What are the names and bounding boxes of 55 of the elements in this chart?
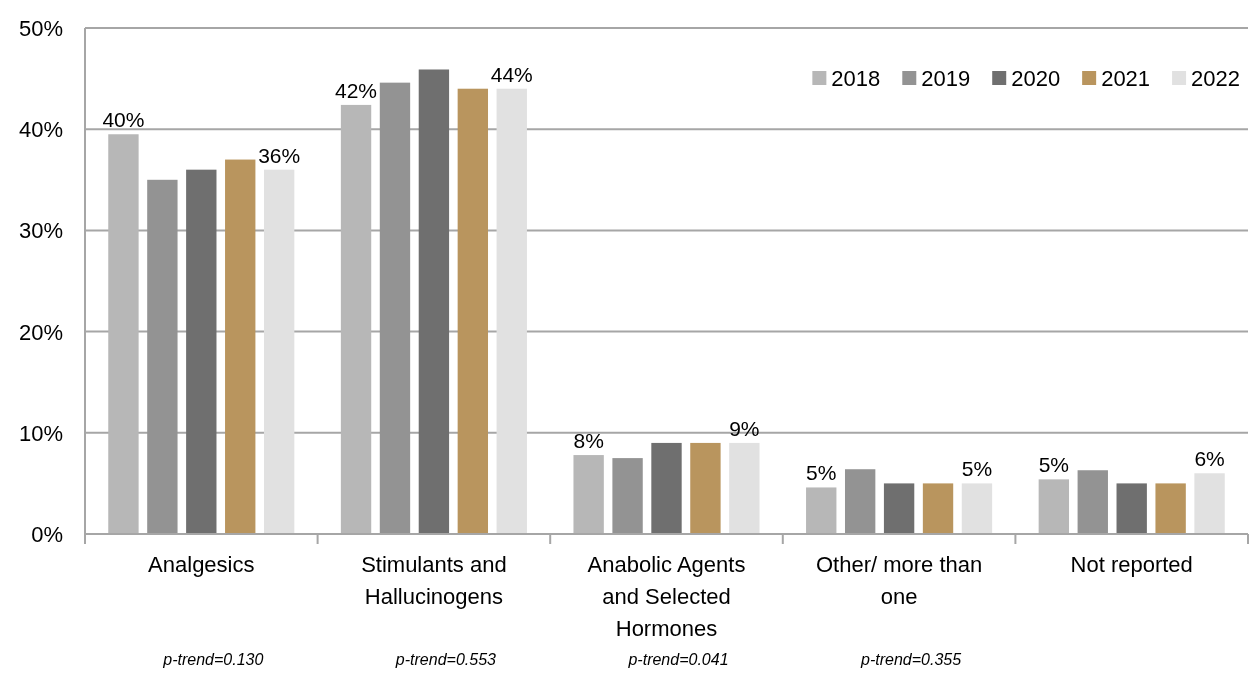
legend-label: 2019 <box>921 65 971 91</box>
bar <box>379 82 411 534</box>
bar <box>457 88 489 534</box>
data-label: 5% <box>806 461 837 485</box>
bar <box>573 455 604 534</box>
text: p-trend=0.355 <box>860 651 962 668</box>
bar <box>1194 473 1225 534</box>
text: p-trend=0.041 <box>627 651 729 668</box>
bar <box>186 169 217 534</box>
x-tick-label: Analgesics <box>148 552 255 577</box>
bar <box>961 483 993 534</box>
legend-label: 2021 <box>1101 65 1151 91</box>
bar <box>883 483 915 534</box>
y-tick-label: 30% <box>18 218 63 244</box>
bar <box>1116 483 1147 534</box>
y-tick-label: 0% <box>31 521 63 547</box>
y-tick-label: 20% <box>18 319 63 345</box>
bar <box>844 469 876 534</box>
y-tick-label: 10% <box>18 420 63 446</box>
bar <box>340 104 372 534</box>
bar <box>612 458 643 534</box>
bar <box>263 169 295 534</box>
data-label: 40% <box>102 108 145 132</box>
x-tick-label: Anabolic Agents and Selected Hormones <box>587 552 746 641</box>
bar <box>1077 470 1108 534</box>
bar <box>225 159 256 534</box>
bar <box>690 442 721 534</box>
bar <box>651 442 682 534</box>
bar <box>418 69 450 534</box>
x-tick-label: Other/ more than one <box>815 552 983 609</box>
data-label: 5% <box>961 457 993 481</box>
bar <box>806 487 837 534</box>
bar <box>1155 483 1186 534</box>
legend-label: 2018 <box>831 65 881 91</box>
bar <box>496 88 527 534</box>
bar <box>922 483 954 534</box>
y-tick-label: 40% <box>18 117 63 143</box>
data-label: 44% <box>490 62 533 86</box>
data-label: 8% <box>573 429 604 453</box>
data-label: 6% <box>1194 447 1225 471</box>
bar <box>1038 479 1070 534</box>
data-label: 9% <box>729 416 760 440</box>
bar <box>108 134 139 534</box>
data-label: 42% <box>335 78 378 102</box>
legend-label: 2022 <box>1191 65 1241 91</box>
text: p-trend=0.130 <box>162 651 264 668</box>
data-label: 5% <box>1038 453 1070 477</box>
y-tick-label: 50% <box>18 15 63 41</box>
data-label: 36% <box>258 143 301 167</box>
legend-label: 2020 <box>1011 65 1061 91</box>
bar <box>147 179 178 534</box>
bar <box>729 442 760 534</box>
x-tick-label: Stimulants and Hallucinogens <box>361 552 507 609</box>
x-tick-label: Not reported <box>1070 552 1193 577</box>
text: p-trend=0.553 <box>394 651 497 668</box>
